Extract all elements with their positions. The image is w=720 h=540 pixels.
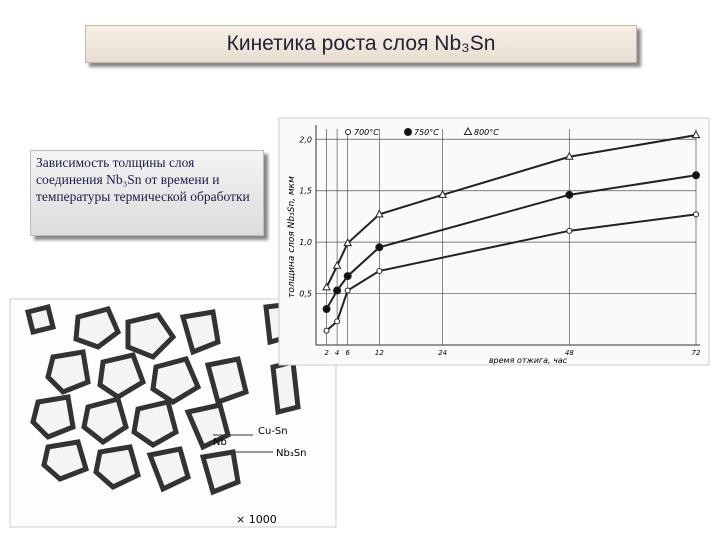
micro-label: Nb₃Sn bbox=[276, 448, 307, 459]
y-axis-label: толщина слоя Nb₃Sn, мкм bbox=[287, 176, 297, 298]
legend-marker bbox=[463, 126, 473, 135]
point bbox=[343, 272, 352, 281]
y-tick-label: 2,0 bbox=[299, 135, 312, 144]
point bbox=[332, 260, 342, 269]
point bbox=[333, 286, 342, 295]
x-tick-label: 6 bbox=[345, 349, 350, 357]
point bbox=[322, 305, 331, 313]
legend-marker bbox=[404, 128, 412, 136]
y-tick-label: 0,5 bbox=[299, 290, 312, 299]
y-tick-label: 1,0 bbox=[299, 238, 312, 247]
point bbox=[564, 151, 574, 160]
x-tick-label: 4 bbox=[335, 349, 339, 357]
point bbox=[565, 190, 574, 199]
chart-frame bbox=[278, 117, 710, 366]
point bbox=[566, 227, 573, 234]
point bbox=[375, 243, 384, 252]
point bbox=[691, 130, 701, 139]
x-tick-label: 72 bbox=[692, 349, 701, 357]
point bbox=[438, 189, 448, 198]
slide-title: Кинетика роста слоя Nb₃Sn bbox=[85, 25, 637, 63]
x-tick-label: 24 bbox=[438, 349, 447, 357]
point bbox=[693, 211, 699, 218]
x-axis-label: время отжига, час bbox=[489, 356, 568, 365]
y-tick-label: 1,5 bbox=[299, 187, 312, 196]
micro-label: Cu-Sn bbox=[258, 426, 288, 437]
point bbox=[376, 267, 383, 274]
legend-label: 800°C bbox=[474, 128, 499, 137]
point bbox=[374, 209, 384, 218]
point bbox=[334, 318, 341, 325]
x-tick-label: 48 bbox=[565, 349, 574, 357]
legend-label: 700°C bbox=[354, 128, 379, 137]
caption: Зависимость толщины слоя соединения Nb₃S… bbox=[30, 150, 264, 236]
point bbox=[692, 171, 700, 180]
micro-label: Nb bbox=[213, 437, 227, 448]
point bbox=[322, 282, 331, 291]
point bbox=[343, 238, 353, 247]
x-tick-label: 2 bbox=[324, 349, 329, 357]
grains bbox=[24, 302, 301, 496]
x-tick-label: 12 bbox=[375, 349, 384, 357]
point bbox=[344, 287, 351, 294]
magnification: × 1000 bbox=[236, 513, 277, 526]
legend-label: 750°C bbox=[414, 128, 439, 137]
legend-marker bbox=[345, 129, 351, 135]
point bbox=[323, 327, 330, 334]
